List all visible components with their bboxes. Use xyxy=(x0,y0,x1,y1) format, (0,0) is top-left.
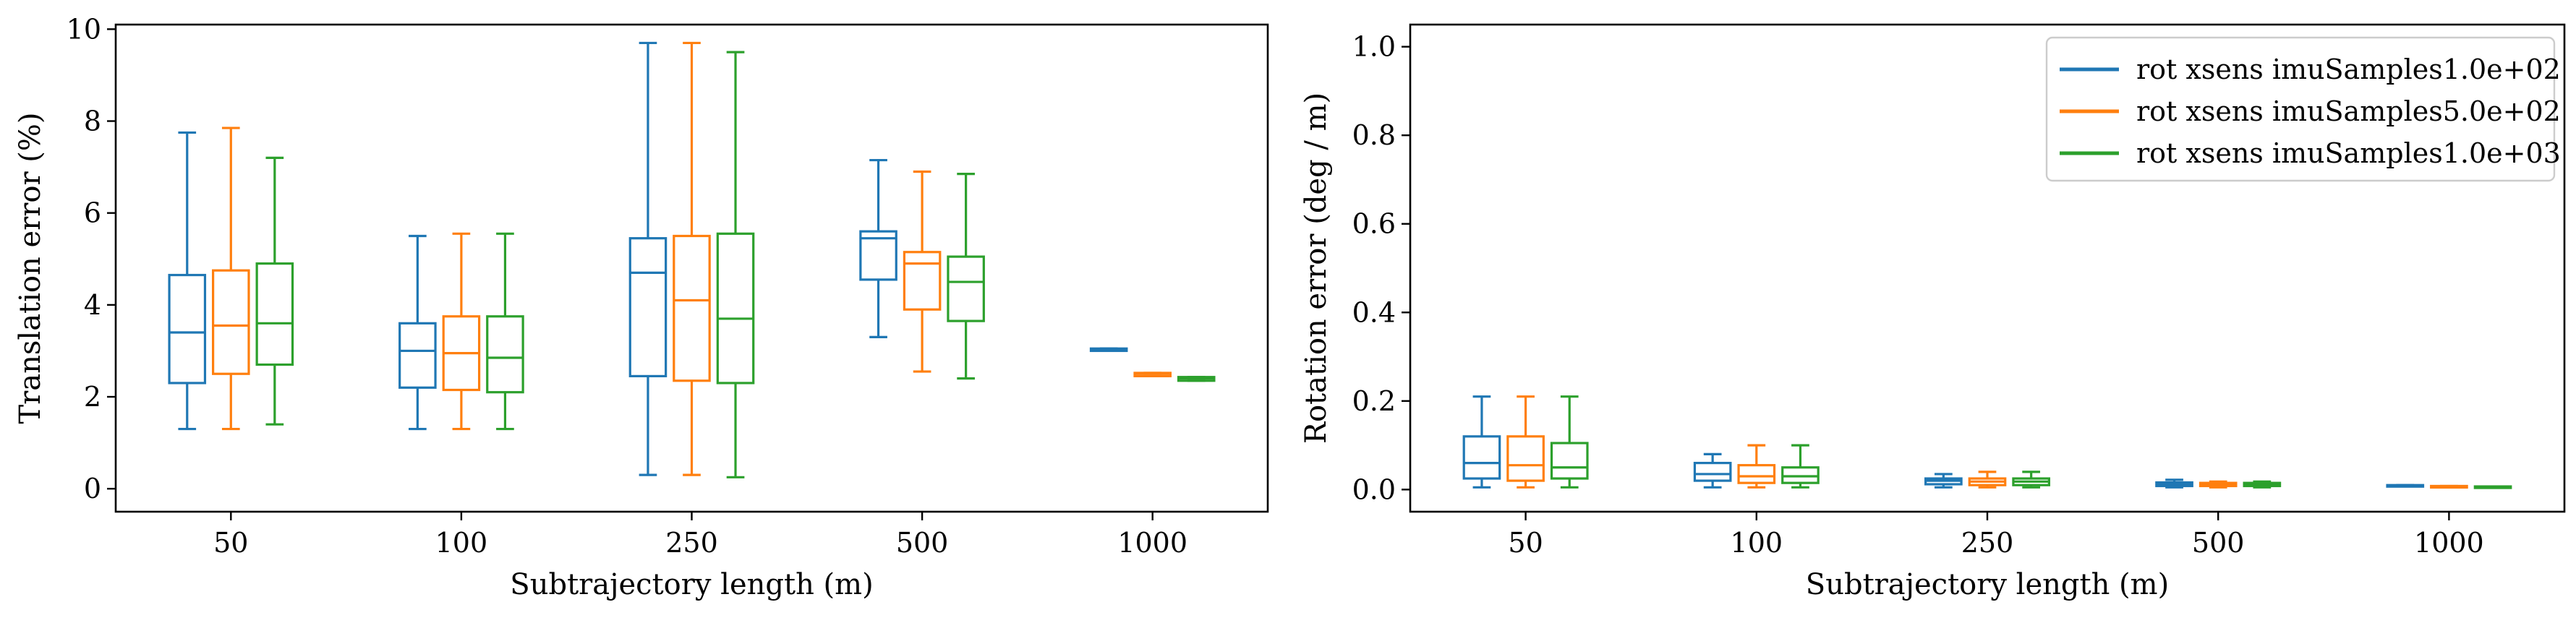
box xyxy=(168,273,207,384)
y-tick-label: 2 xyxy=(84,381,101,413)
box-plot xyxy=(1693,452,1732,489)
box-plot xyxy=(212,126,250,431)
y-tick-label: 8 xyxy=(84,106,101,137)
x-axis-label: Subtrajectory length (m) xyxy=(1806,568,2169,601)
box-plot xyxy=(1089,347,1128,353)
panel-translation-error: 0 2 4 6 8 10 50 100 250 500 1000 Subtrajectory leng… xyxy=(14,13,1269,601)
y-tick-label: 10 xyxy=(67,13,101,45)
box xyxy=(628,237,668,378)
panel-rotation-error: 0.0 0.2 0.4 0.6 0.8 1.0 50 100 250 500 1000 Subtraj… xyxy=(1300,23,2566,601)
y-axis-label: Translation error (%) xyxy=(14,112,47,424)
y-tick-label: 0.8 xyxy=(1352,119,1396,151)
x-tick-label: 50 xyxy=(1508,527,1543,559)
box-plot xyxy=(1737,444,1776,489)
box-plot xyxy=(2243,480,2282,489)
x-axis-label: Subtrajectory length (m) xyxy=(510,568,873,601)
box xyxy=(398,322,437,389)
box-plot xyxy=(1177,376,1216,382)
box xyxy=(255,262,294,366)
box-plot xyxy=(168,131,207,431)
box-plot xyxy=(255,156,294,426)
box xyxy=(1693,461,1732,482)
box-plot xyxy=(947,173,985,380)
x-tick-label: 100 xyxy=(435,527,488,559)
y-tick-label: 4 xyxy=(84,289,101,321)
legend-frame xyxy=(2045,36,2556,182)
box-plot xyxy=(1462,395,1501,489)
box xyxy=(859,230,897,281)
box xyxy=(486,315,524,394)
y-tick-label: 0 xyxy=(84,473,101,504)
box xyxy=(673,234,711,382)
box xyxy=(1550,442,1589,480)
box-plot xyxy=(2198,480,2238,489)
box xyxy=(1462,435,1501,480)
x-tick-label: 1000 xyxy=(2414,527,2484,559)
box-plot xyxy=(1781,444,1820,489)
x-tick-label: 500 xyxy=(2192,527,2245,559)
x-tick-label: 100 xyxy=(1731,527,1783,559)
legend-entry: rot xsens imuSamples1.0e+03 xyxy=(2136,137,2561,169)
x-tick-label: 1000 xyxy=(1117,527,1187,559)
y-tick-label: 0.4 xyxy=(1352,296,1396,328)
box-plot xyxy=(859,158,897,338)
x-tick-label: 250 xyxy=(1961,527,2014,559)
legend-entry: rot xsens imuSamples1.0e+02 xyxy=(2136,53,2561,85)
box xyxy=(1506,435,1545,482)
box xyxy=(1737,464,1776,484)
box-plot xyxy=(2386,484,2425,488)
box-plot xyxy=(716,51,755,478)
y-axis-label: Rotation error (deg / m) xyxy=(1300,93,1333,444)
box xyxy=(947,255,985,322)
y-tick-label: 1.0 xyxy=(1352,31,1396,63)
box-plot xyxy=(903,170,942,373)
box-plot xyxy=(2430,484,2468,489)
box-plot xyxy=(1968,471,2007,489)
box-plot xyxy=(398,234,437,431)
x-tick-label: 50 xyxy=(213,527,248,559)
box-plot xyxy=(486,232,524,431)
box-plot xyxy=(1924,473,1963,489)
y-tick-label: 0.6 xyxy=(1352,208,1396,240)
box-plot xyxy=(1506,395,1545,489)
box xyxy=(903,251,942,311)
legend: rot xsens imuSamples1.0e+02 rot xsens imu… xyxy=(2045,36,2561,182)
box-plot xyxy=(1550,395,1589,489)
box-plot xyxy=(442,232,481,431)
x-tick-label: 250 xyxy=(665,527,718,559)
box-plot xyxy=(673,41,711,476)
box xyxy=(716,232,755,384)
box-plot xyxy=(628,41,668,476)
box-plot xyxy=(1133,371,1172,378)
box xyxy=(212,269,250,375)
y-tick-label: 6 xyxy=(84,197,101,229)
box-plot xyxy=(2155,478,2193,489)
y-tick-label: 0.0 xyxy=(1352,473,1396,505)
x-tick-label: 500 xyxy=(896,527,949,559)
y-tick-label: 0.2 xyxy=(1352,385,1396,417)
legend-entry: rot xsens imuSamples5.0e+02 xyxy=(2136,95,2561,127)
box-plot xyxy=(2012,471,2050,489)
box-plot xyxy=(2473,485,2512,489)
